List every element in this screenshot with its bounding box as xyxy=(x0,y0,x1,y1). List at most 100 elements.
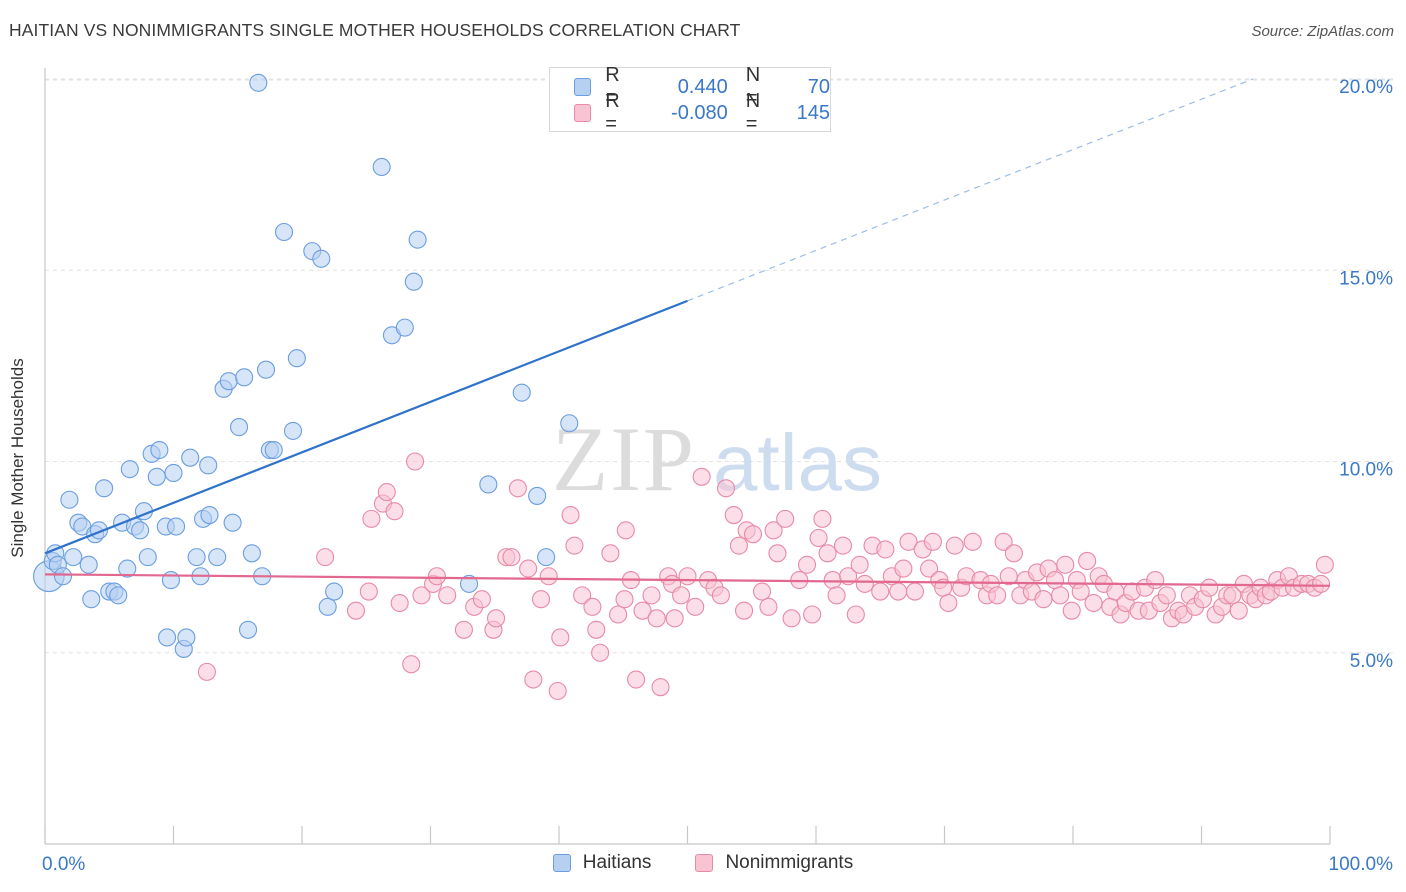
nonimmigrants-point xyxy=(1051,586,1070,605)
haitians-legend-swatch xyxy=(552,854,571,872)
haitians-point xyxy=(147,467,166,486)
nonimmigrants-point xyxy=(803,605,822,624)
haitians-point xyxy=(479,475,498,494)
nonimmigrants-point xyxy=(1229,601,1248,620)
legend-label-haitians: Haitians xyxy=(582,852,652,873)
nonimmigrants-point xyxy=(402,655,421,674)
y-tick-label: 20.0% xyxy=(1339,77,1393,98)
nonimmigrants-point xyxy=(427,567,446,586)
tick-labels: 5.0% 10.0% 15.0% 20.0% 0.0% 100.0% xyxy=(42,77,1393,875)
haitians-point xyxy=(60,490,79,509)
stats-row-haitians: R = 0.440 N = 70 xyxy=(574,64,830,109)
haitians-point xyxy=(109,586,128,605)
nonimmigrants-point xyxy=(627,670,646,689)
nonimmigrants-point xyxy=(1062,601,1081,620)
nonimmigrants-point xyxy=(818,544,837,563)
haitians-point xyxy=(53,567,73,586)
haitians-point xyxy=(200,505,219,525)
haitians-point xyxy=(229,418,249,437)
haitians-point xyxy=(199,456,218,475)
nonimmigrants-point xyxy=(752,582,772,601)
haitians-point xyxy=(274,222,294,242)
nonimmigrants-point xyxy=(724,505,743,525)
nonimmigrants-point xyxy=(519,559,538,578)
haitians-point xyxy=(161,571,180,590)
nonimmigrants-point xyxy=(686,597,705,616)
nonimmigrants-point xyxy=(1004,544,1023,563)
haitians-point xyxy=(528,486,547,505)
legend-label-nonimmigrants: Nonimmigrants xyxy=(725,852,854,873)
n-value: 145 xyxy=(796,101,830,124)
nonimmigrants-point xyxy=(601,544,620,563)
haitians-point xyxy=(537,548,556,567)
haitians-point xyxy=(64,548,83,567)
nonimmigrants-point xyxy=(1084,593,1103,613)
haitians-points xyxy=(33,73,579,658)
haitians-point xyxy=(283,421,303,440)
nonimmigrants-point xyxy=(939,593,958,613)
haitians-point xyxy=(150,440,169,460)
nonimmigrants-point xyxy=(587,620,606,639)
x-tick-label-min: 0.0% xyxy=(42,854,85,875)
nonimmigrants-point xyxy=(390,593,409,613)
stats-legend: R = 0.440 N = 70 R = -0.080 N = 145 xyxy=(549,64,831,135)
nonimmigrants-point xyxy=(502,548,521,567)
haitians-point xyxy=(256,360,276,379)
haitians-point xyxy=(167,517,186,536)
haitians-trend-line xyxy=(44,299,688,555)
y-tick-label: 15.0% xyxy=(1339,268,1393,289)
legend-item-nonimmigrants[interactable]: Nonimmigrants xyxy=(695,852,853,874)
nonimmigrants-point xyxy=(889,582,908,601)
nonimmigrants-point xyxy=(531,590,551,609)
nonimmigrants-point xyxy=(711,586,730,605)
nonimmigrants-point xyxy=(809,528,828,548)
trend-lines xyxy=(44,78,1331,587)
nonimmigrants-point xyxy=(923,532,942,551)
nonimmigrants-point xyxy=(846,605,865,624)
r-label: R = xyxy=(605,64,620,109)
haitians-point xyxy=(287,349,306,368)
series-legend: Haitians Nonimmigrants xyxy=(0,852,1406,874)
nonimmigrants-point xyxy=(633,601,652,620)
nonimmigrants-point xyxy=(1078,551,1097,571)
nonimmigrants-point xyxy=(871,582,890,601)
nonimmigrants-point xyxy=(524,670,543,689)
nonimmigrants-point xyxy=(963,532,982,551)
haitians-point xyxy=(158,628,177,647)
haitians-point xyxy=(372,157,391,177)
haitians-point xyxy=(131,521,150,540)
nonimmigrants-point xyxy=(734,601,754,620)
nonimmigrants-point xyxy=(1034,590,1053,609)
nonimmigrants-point xyxy=(565,536,584,555)
haitians-point xyxy=(219,372,238,391)
nonimmigrants-point xyxy=(1045,571,1065,590)
gridlines xyxy=(45,78,1395,654)
haitians-point xyxy=(181,448,200,467)
nonimmigrants-point xyxy=(573,586,592,605)
haitians-point xyxy=(223,513,242,532)
legend-item-haitians[interactable]: Haitians xyxy=(552,852,652,874)
nonimmigrants-point xyxy=(945,536,964,555)
nonimmigrants-point xyxy=(651,678,670,697)
nonimmigrants-point xyxy=(672,586,691,605)
nonimmigrants-point xyxy=(454,620,473,639)
haitians-point xyxy=(242,544,261,563)
nonimmigrants-point xyxy=(899,532,918,551)
haitians-point xyxy=(95,479,114,498)
nonimmigrants-point xyxy=(850,555,869,574)
nonimmigrants-point xyxy=(591,643,610,662)
nonimmigrants-point xyxy=(813,509,832,528)
nonimmigrants-point xyxy=(406,452,425,471)
nonimmigrants-point xyxy=(438,586,457,605)
nonimmigrants-point xyxy=(346,601,366,620)
nonimmigrants-point xyxy=(472,590,491,609)
haitians-point xyxy=(118,559,137,578)
nonimmigrants-point xyxy=(642,586,661,605)
stats-row-nonimmigrants: R = -0.080 N = 145 xyxy=(574,90,830,135)
nonimmigrants-point xyxy=(678,567,697,586)
axes xyxy=(44,68,1331,845)
nonimmigrants-point xyxy=(999,567,1018,586)
haitians-point xyxy=(235,368,254,387)
nonimmigrants-point xyxy=(759,597,778,616)
